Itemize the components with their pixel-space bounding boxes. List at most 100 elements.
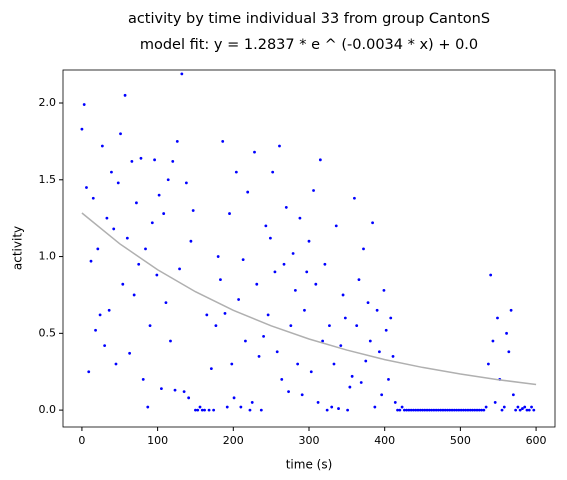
- point: [214, 324, 218, 328]
- point: [173, 388, 177, 392]
- chart-title: activity by time individual 33 from grou…: [128, 11, 490, 27]
- point: [339, 344, 343, 348]
- point: [244, 339, 247, 343]
- point: [409, 408, 413, 412]
- point: [128, 351, 132, 355]
- point: [160, 387, 163, 391]
- point: [212, 408, 216, 412]
- point: [318, 158, 322, 162]
- point: [316, 401, 320, 404]
- point: [321, 339, 325, 343]
- point: [507, 350, 511, 354]
- point: [221, 140, 225, 143]
- point: [325, 408, 329, 412]
- point: [462, 408, 465, 412]
- point: [293, 288, 297, 292]
- point: [119, 132, 122, 136]
- point: [446, 408, 449, 412]
- point: [371, 221, 374, 225]
- point: [255, 282, 259, 286]
- point: [187, 396, 191, 400]
- point: [334, 224, 338, 228]
- point: [130, 159, 134, 163]
- point: [328, 324, 331, 328]
- point: [96, 247, 100, 251]
- point: [303, 308, 306, 312]
- point: [196, 408, 200, 412]
- point: [314, 282, 318, 286]
- point: [216, 255, 220, 258]
- point: [189, 239, 193, 243]
- point: [480, 408, 483, 412]
- point: [112, 227, 116, 231]
- point: [94, 328, 97, 332]
- point: [389, 316, 393, 320]
- point: [430, 408, 434, 412]
- point: [228, 212, 231, 215]
- point: [396, 408, 399, 412]
- point: [253, 150, 256, 154]
- point: [375, 308, 379, 312]
- point: [309, 370, 313, 374]
- point: [532, 408, 536, 412]
- point: [250, 401, 254, 404]
- point: [282, 262, 286, 266]
- x-tick-label: 400: [374, 434, 395, 447]
- point: [234, 170, 238, 174]
- y-tick-label: 1.5: [39, 173, 57, 186]
- chart-subtitle: model fit: y = 1.2837 * e ^ (-0.0034 * x…: [140, 37, 478, 53]
- point: [405, 408, 409, 412]
- point: [523, 405, 527, 409]
- point: [359, 381, 363, 384]
- point: [121, 282, 125, 286]
- point: [482, 408, 486, 412]
- point: [175, 140, 179, 143]
- point: [425, 408, 429, 412]
- point: [157, 193, 161, 197]
- point: [391, 354, 395, 358]
- point: [262, 335, 265, 338]
- point: [296, 362, 300, 366]
- point: [85, 186, 88, 189]
- point: [164, 301, 168, 305]
- point: [169, 339, 172, 343]
- point: [273, 270, 277, 274]
- y-tick-label: 1.0: [39, 250, 57, 263]
- point: [471, 408, 474, 412]
- point: [468, 408, 472, 412]
- point: [184, 181, 188, 185]
- point: [278, 144, 281, 148]
- point: [432, 408, 436, 412]
- point: [459, 408, 463, 412]
- x-tick-label: 0: [78, 434, 85, 447]
- point: [178, 267, 181, 271]
- point: [125, 236, 129, 240]
- point: [291, 252, 295, 255]
- point: [500, 408, 504, 412]
- point: [457, 408, 461, 412]
- point: [300, 393, 304, 397]
- point: [103, 344, 107, 348]
- point: [148, 324, 152, 328]
- point: [400, 405, 404, 409]
- point: [191, 209, 195, 212]
- point: [416, 408, 420, 412]
- y-tick-label: 0.5: [39, 326, 57, 339]
- point: [450, 408, 454, 412]
- x-axis-label: time (s): [286, 458, 333, 472]
- point: [437, 408, 440, 412]
- point: [150, 221, 154, 225]
- point: [330, 405, 334, 409]
- point: [110, 170, 113, 174]
- point: [368, 339, 372, 343]
- point: [257, 354, 261, 358]
- point: [364, 359, 368, 363]
- point: [225, 405, 229, 409]
- point: [423, 408, 427, 412]
- plot-frame: [62, 69, 556, 428]
- x-tick-label: 100: [147, 434, 168, 447]
- fit-line: [81, 212, 537, 386]
- point: [209, 367, 213, 371]
- point: [382, 288, 386, 292]
- y-axis-label: activity: [11, 226, 25, 270]
